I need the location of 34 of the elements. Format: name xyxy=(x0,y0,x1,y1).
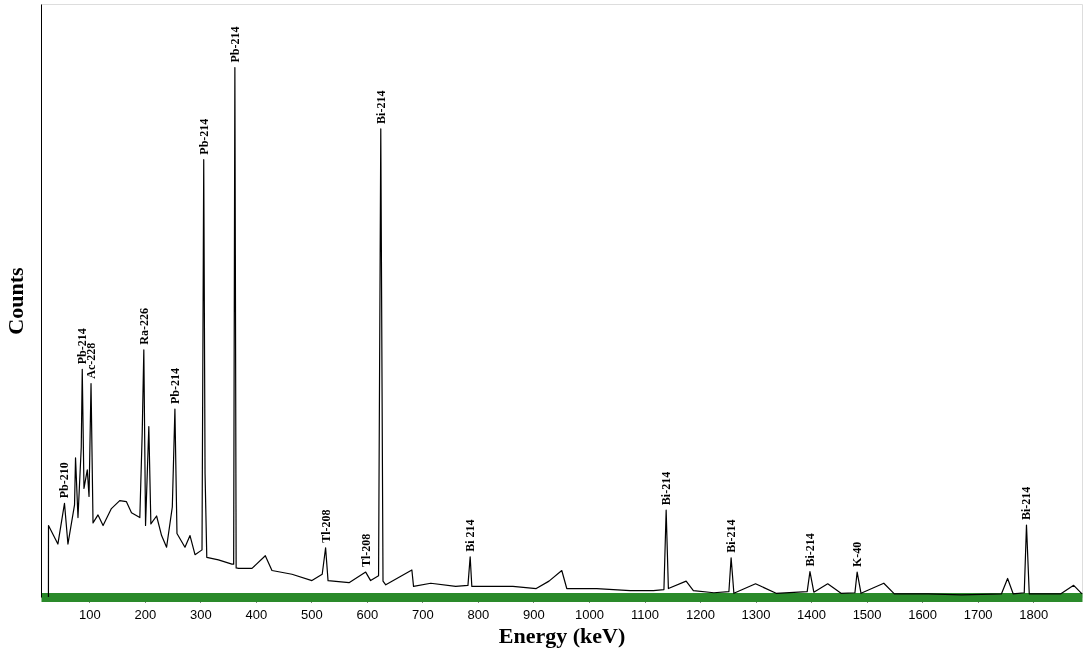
annotation: Bi-214 xyxy=(724,519,739,553)
x-tick-label: 1500 xyxy=(852,606,882,622)
x-tick-label: 800 xyxy=(467,606,490,622)
x-tick-label: 1200 xyxy=(686,606,715,622)
x-tick-label: 1400 xyxy=(797,606,827,622)
x-tick-label: 1000 xyxy=(575,606,604,622)
annotation: Pb-210 xyxy=(57,462,72,499)
x-tick-label: 700 xyxy=(412,606,434,622)
x-tick-label: 400 xyxy=(245,606,268,622)
annotation: Bi-214 xyxy=(659,471,674,506)
x-tick-label: 1700 xyxy=(963,606,993,622)
annotation: K-40 xyxy=(850,541,865,568)
x-tick-label: 600 xyxy=(356,606,379,622)
annotation: Pb-214 xyxy=(167,368,182,405)
x-axis-title: Energy (keV) xyxy=(498,622,626,648)
x-tick-label: 300 xyxy=(189,606,212,622)
annotation: Tl-208 xyxy=(358,533,373,568)
annotation: Bi 214 xyxy=(463,519,478,552)
x-tick-label: 1300 xyxy=(741,606,771,622)
x-tick-label: 1100 xyxy=(631,606,659,622)
annotation: Bi-214 xyxy=(802,533,817,567)
x-tick-label: 1800 xyxy=(1019,606,1049,622)
x-tick-label: 200 xyxy=(134,606,157,622)
x-tick-label: 100 xyxy=(78,606,101,622)
annotation: Bi-214 xyxy=(1019,486,1034,520)
x-tick-label: 900 xyxy=(523,606,545,622)
annotation: Pb-214 xyxy=(196,118,211,155)
x-tick-label: 500 xyxy=(301,606,323,622)
annotation: Bi-214 xyxy=(373,90,388,124)
annotation: Tl-208 xyxy=(318,509,333,543)
y-axis-title: Counts xyxy=(2,266,28,335)
x-tick-label: 1600 xyxy=(908,606,938,622)
annotation: Pb-214 xyxy=(227,26,242,63)
annotation: Ra-226 xyxy=(136,308,151,345)
